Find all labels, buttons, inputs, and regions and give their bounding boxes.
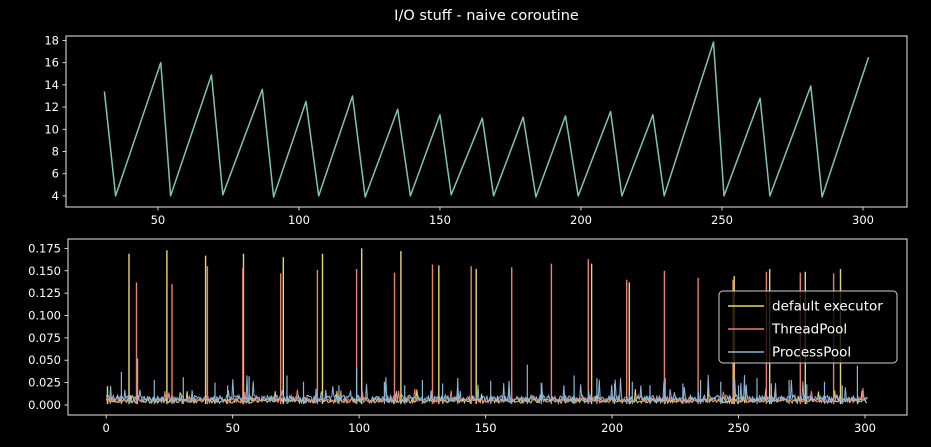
y-tick-label: 14 bbox=[44, 78, 59, 92]
x-tick-label: 50 bbox=[151, 213, 166, 227]
axes-frame bbox=[65, 35, 908, 208]
axes-io-duration: 50 100 150 200 250 300 4 6 8 10 12 14 16 18 bbox=[44, 33, 908, 227]
y-tick-label: 0.150 bbox=[28, 264, 61, 278]
y-tick-label: 10 bbox=[44, 122, 59, 136]
y-tick-label: 12 bbox=[44, 100, 59, 114]
x-tick-label: 150 bbox=[475, 421, 497, 435]
x-tick-label: 300 bbox=[852, 213, 874, 227]
x-tick-label: 0 bbox=[103, 421, 110, 435]
x-tick-label: 200 bbox=[570, 213, 592, 227]
chart-title: I/O stuff - naive coroutine bbox=[394, 8, 579, 24]
y-tick-label: 0.050 bbox=[28, 353, 61, 367]
legend-label-processpool: ProcessPool bbox=[772, 345, 851, 361]
axes-frame bbox=[67, 238, 908, 416]
y-tick-label: 0.025 bbox=[28, 376, 61, 390]
x-tick-label: 150 bbox=[429, 213, 451, 227]
legend: default executor ThreadPool ProcessPool bbox=[718, 290, 898, 364]
y-tick-label: 0.000 bbox=[28, 398, 61, 412]
y-tick-label: 8 bbox=[52, 144, 59, 158]
y-tick-label: 0.125 bbox=[28, 286, 61, 300]
x-tick-label: 50 bbox=[225, 421, 240, 435]
series-threadpool-baseline bbox=[105, 387, 868, 405]
y-tick-label: 0.075 bbox=[28, 331, 61, 345]
y-tick-label: 4 bbox=[52, 189, 59, 203]
y-tick-label: 6 bbox=[52, 167, 59, 181]
x-tick-label: 100 bbox=[348, 421, 370, 435]
series-processpool-baseline bbox=[105, 374, 868, 405]
series-naive-coroutine bbox=[103, 41, 870, 198]
y-tick-label: 16 bbox=[44, 56, 59, 70]
y-tick-label: 0.175 bbox=[28, 241, 61, 255]
y-tick-label: 0.100 bbox=[28, 309, 61, 323]
legend-box bbox=[718, 290, 898, 364]
x-tick-label: 100 bbox=[288, 213, 310, 227]
x-tick-label: 300 bbox=[854, 421, 876, 435]
x-tick-label: 250 bbox=[728, 421, 750, 435]
x-tick-label: 200 bbox=[601, 421, 623, 435]
x-tick-label: 250 bbox=[711, 213, 733, 227]
legend-label-threadpool: ThreadPool bbox=[771, 322, 847, 338]
axes-executor-comparison: 0 50 100 150 200 250 300 0.000 0.025 0.050 0.075 0.… bbox=[28, 238, 908, 435]
legend-label-default-executor: default executor bbox=[772, 299, 883, 315]
y-tick-label: 18 bbox=[44, 33, 59, 47]
